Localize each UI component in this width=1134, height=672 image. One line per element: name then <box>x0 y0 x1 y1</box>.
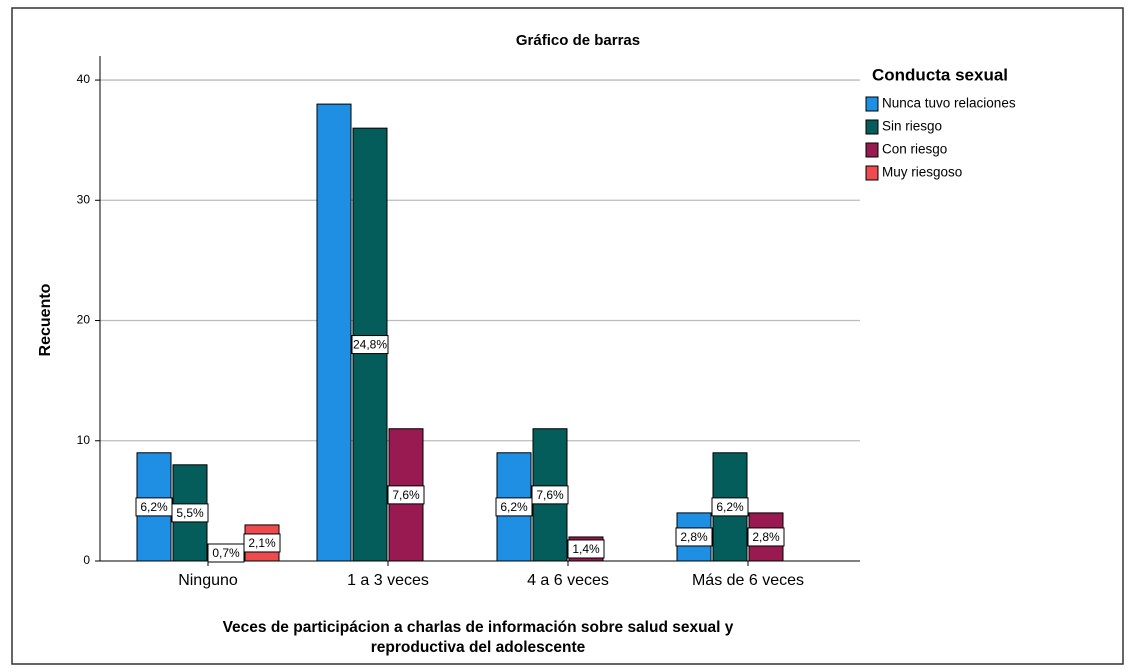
data-label-box <box>567 539 605 559</box>
data-label: 0,7% <box>212 546 240 560</box>
legend-label: Con riesgo <box>882 142 947 157</box>
x-axis-label: Veces de participácion a charlas de info… <box>223 619 734 636</box>
x-tick-label: 4 a 6 veces <box>527 572 609 589</box>
data-label: 2,1% <box>248 536 276 550</box>
y-tick-label: 10 <box>77 433 91 447</box>
legend-label: Sin riesgo <box>882 119 942 134</box>
data-label-box <box>495 497 533 517</box>
legend-title: Conducta sexual <box>872 65 1008 84</box>
data-label: 7,6% <box>536 488 564 502</box>
y-tick-label: 0 <box>83 553 90 567</box>
data-label: 6,2% <box>140 500 168 514</box>
data-label: 24,8% <box>353 338 387 352</box>
legend-swatch <box>865 119 879 135</box>
data-label: 7,6% <box>392 488 420 502</box>
data-label-box <box>747 527 785 547</box>
data-label: 2,8% <box>752 530 780 544</box>
legend-swatch <box>865 165 879 181</box>
legend-label: Muy riesgoso <box>882 165 962 180</box>
data-label-box <box>207 543 245 563</box>
x-tick-label: 1 a 3 veces <box>347 572 429 589</box>
data-label-box <box>387 485 425 505</box>
data-label-box <box>243 533 281 553</box>
bar <box>316 103 352 562</box>
x-tick-label: Más de 6 veces <box>692 572 804 589</box>
data-label: 6,2% <box>716 500 744 514</box>
y-tick-label: 20 <box>77 313 91 327</box>
x-tick-label: Ninguno <box>178 572 238 589</box>
data-label-box <box>351 335 389 355</box>
chart-title: Gráfico de barras <box>516 32 640 49</box>
data-label-box <box>171 503 209 523</box>
legend-swatch <box>865 96 879 112</box>
y-tick-label: 30 <box>77 192 91 206</box>
y-tick-label: 40 <box>77 72 91 86</box>
data-label: 5,5% <box>176 506 204 520</box>
legend-label: Nunca tuvo relaciones <box>882 96 1016 111</box>
y-axis-label: Recuento <box>37 283 54 356</box>
data-label-box <box>675 527 713 547</box>
data-label: 6,2% <box>500 500 528 514</box>
data-label-box <box>531 485 569 505</box>
legend-swatch <box>865 142 879 158</box>
x-axis-label: reproductiva del adolescente <box>371 639 586 656</box>
data-label: 1,4% <box>572 542 600 556</box>
data-label-box <box>711 497 749 517</box>
data-label: 2,8% <box>680 530 708 544</box>
